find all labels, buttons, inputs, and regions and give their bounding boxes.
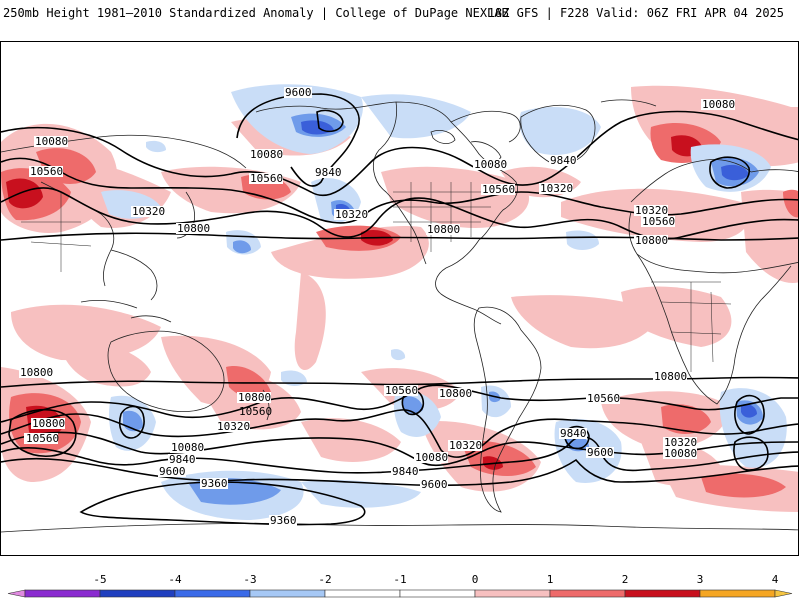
contour-label: 10560 bbox=[385, 384, 418, 397]
colorbar-swatch bbox=[474, 589, 551, 598]
colorbar-tick-label: -1 bbox=[393, 573, 406, 586]
contour-label: 10800 bbox=[32, 417, 65, 430]
colorbar-swatch bbox=[324, 589, 401, 598]
colorbar-swatch bbox=[699, 589, 776, 598]
model-run-info: 18Z GFS | F228 Valid: 06Z FRI APR 04 202… bbox=[487, 6, 784, 20]
colorbar-swatch bbox=[399, 589, 476, 598]
contour-label: 9600 bbox=[587, 446, 614, 459]
colorbar-tick-label: -4 bbox=[168, 573, 182, 586]
colorbar-swatch bbox=[549, 589, 626, 598]
contour-label: 10320 bbox=[540, 182, 573, 195]
contour-label: 10800 bbox=[635, 234, 668, 247]
contour-label: 9600 bbox=[421, 478, 448, 491]
contour-label: 10560 bbox=[642, 215, 675, 228]
contour-label: 10320 bbox=[635, 204, 668, 217]
contour-label: 10560 bbox=[587, 392, 620, 405]
colorbar-legend: -5-4-3-2-1012345 bbox=[7, 573, 793, 598]
colorbar-tick-label: -2 bbox=[318, 573, 331, 586]
contour-label: 10560 bbox=[250, 172, 283, 185]
contour-label: 10560 bbox=[482, 183, 515, 196]
colorbar-tick-label: 4 bbox=[772, 573, 779, 586]
contour-label: 10800 bbox=[439, 387, 472, 400]
contour-label: 10320 bbox=[449, 439, 482, 452]
colorbar-tick-label: -5 bbox=[93, 573, 106, 586]
contour-label: 10080 bbox=[35, 135, 68, 148]
contour-label: 9840 bbox=[560, 427, 587, 440]
contour-label: 10800 bbox=[654, 370, 687, 383]
contour-label: 9840 bbox=[392, 465, 419, 478]
contour-label: 10560 bbox=[26, 432, 59, 445]
contour-label: 10320 bbox=[335, 208, 368, 221]
contour-labels: 9600 10080 10560 10320 10080 10560 9840 … bbox=[19, 86, 735, 527]
contour-label: 10320 bbox=[132, 205, 165, 218]
contour-label: 9600 bbox=[159, 465, 186, 478]
colorbar-swatch bbox=[174, 589, 251, 598]
colorbar-swatch bbox=[249, 589, 326, 598]
colorbar-tick-label: 1 bbox=[547, 573, 554, 586]
contour-label: 9840 bbox=[550, 154, 577, 167]
colorbar-swatch bbox=[24, 589, 101, 598]
colorbar-swatches bbox=[7, 589, 793, 598]
map-panel: 9600 10080 10560 10320 10080 10560 9840 … bbox=[0, 41, 799, 556]
colorbar-swatch bbox=[774, 589, 793, 598]
colorbar-tick-label: 2 bbox=[622, 573, 629, 586]
contour-label: 10800 bbox=[427, 223, 460, 236]
contour-label: 9600 bbox=[285, 86, 312, 99]
map-title: 250mb Height 1981–2010 Standardized Anom… bbox=[3, 6, 509, 20]
contour-label: 9360 bbox=[270, 514, 297, 527]
colorbar-ticks: -5-4-3-2-1012345 bbox=[93, 573, 779, 586]
contour-label: 10080 bbox=[702, 98, 735, 111]
contour-label: 10800 bbox=[20, 366, 53, 379]
colorbar-tick-label: -3 bbox=[243, 573, 256, 586]
contour-label: 10080 bbox=[415, 451, 448, 464]
contour-label: 10320 bbox=[664, 436, 697, 449]
contour-label: 9360 bbox=[201, 477, 228, 490]
contour-label: 9840 bbox=[315, 166, 342, 179]
contour-label: 10560 bbox=[30, 165, 63, 178]
colorbar-swatch bbox=[99, 589, 176, 598]
height-contours bbox=[1, 93, 798, 526]
contour-label: 10080 bbox=[171, 441, 204, 454]
contour-label: 10080 bbox=[474, 158, 507, 171]
colorbar-tick-label: 0 bbox=[472, 573, 479, 586]
contour-label: 10080 bbox=[250, 148, 283, 161]
colorbar-tick-label: 3 bbox=[697, 573, 704, 586]
contour-label: 10320 bbox=[217, 420, 250, 433]
contour-label: 9840 bbox=[169, 453, 196, 466]
anomaly-map: 9600 10080 10560 10320 10080 10560 9840 … bbox=[1, 84, 798, 533]
colorbar-swatch bbox=[7, 589, 26, 598]
contour-label: 10560 bbox=[239, 405, 272, 418]
colorbar-swatch bbox=[624, 589, 701, 598]
contour-label: 10080 bbox=[664, 447, 697, 460]
contour-label: 10800 bbox=[238, 391, 271, 404]
contour-label: 10800 bbox=[177, 222, 210, 235]
